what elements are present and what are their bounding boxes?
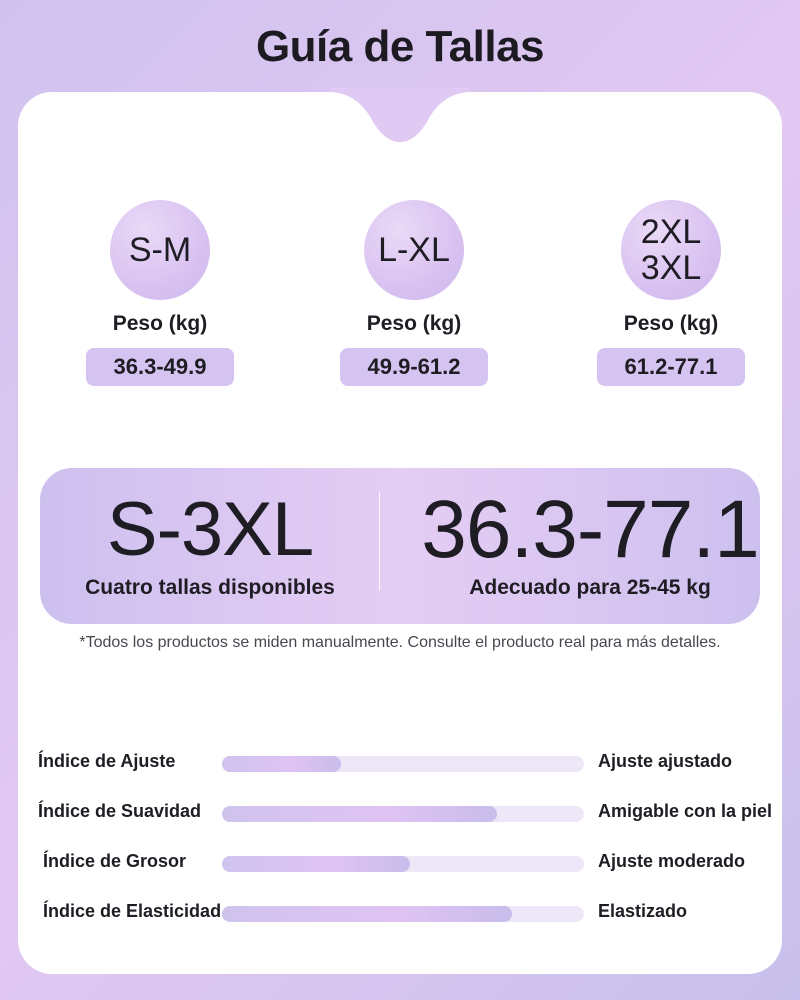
- index-bar-track: [222, 806, 584, 822]
- weight-label: Peso (kg): [366, 312, 462, 335]
- index-value: Amigable con la piel: [598, 801, 773, 821]
- size-circle: S-M: [110, 200, 210, 300]
- summary-weight-range: 36.3-77.1: [421, 484, 760, 575]
- measurement-note: *Todos los productos se miden manualment…: [79, 634, 721, 651]
- notch-overlay: [330, 88, 470, 142]
- summary-weights: 36.3-77.1 Adecuado para 25-45 kg: [420, 468, 760, 624]
- size-name: S-M: [128, 231, 192, 269]
- weight-label: Peso (kg): [623, 312, 719, 335]
- summary-divider: [379, 492, 380, 590]
- weight-range-badge: 61.2-77.1: [597, 348, 745, 386]
- size-column-2xl-3xl: 2XL 3XL Peso (kg) 61.2-77.1: [581, 200, 761, 386]
- index-bar-fill: [222, 806, 498, 822]
- size-column-l-xl: L-XL Peso (kg) 49.9-61.2: [324, 200, 504, 386]
- index-row-elasticity: Índice de Elasticidad Elastizado: [0, 897, 800, 927]
- weight-range-badge: 36.3-49.9: [86, 348, 234, 386]
- size-name-line2: 3XL: [640, 249, 702, 287]
- size-column-s-m: S-M Peso (kg) 36.3-49.9: [70, 200, 250, 386]
- weight-label: Peso (kg): [112, 312, 208, 335]
- size-name: L-XL: [378, 231, 450, 269]
- index-bar-track: [222, 756, 584, 772]
- index-value: Ajuste ajustado: [598, 751, 733, 771]
- size-name-line1: 2XL: [640, 213, 702, 251]
- index-bar-track: [222, 906, 584, 922]
- size-circle: L-XL: [364, 200, 464, 300]
- index-row-fit: Índice de Ajuste Ajuste ajustado: [0, 747, 800, 777]
- page-title: Guía de Tallas: [255, 22, 545, 71]
- size-circle: 2XL 3XL: [621, 200, 721, 300]
- index-bar-fill: [222, 756, 342, 772]
- index-label: Índice de Suavidad: [38, 801, 202, 821]
- summary-sizes: S-3XL Cuatro tallas disponibles: [40, 468, 380, 624]
- index-row-softness: Índice de Suavidad Amigable con la piel: [0, 797, 800, 827]
- index-bar-fill: [222, 856, 411, 872]
- summary-banner: S-3XL Cuatro tallas disponibles 36.3-77.…: [40, 468, 760, 624]
- weight-range-badge: 49.9-61.2: [340, 348, 488, 386]
- index-label: Índice de Elasticidad: [43, 901, 222, 921]
- index-label: Índice de Ajuste: [38, 751, 176, 771]
- index-label: Índice de Grosor: [43, 851, 187, 871]
- index-value: Elastizado: [598, 901, 688, 921]
- summary-weight-caption: Adecuado para 25-45 kg: [469, 576, 711, 599]
- summary-size-caption: Cuatro tallas disponibles: [85, 576, 335, 599]
- index-bar-fill: [222, 906, 512, 922]
- summary-size-range: S-3XL: [106, 487, 314, 572]
- index-bar-track: [222, 856, 584, 872]
- index-value: Ajuste moderado: [598, 851, 746, 871]
- index-row-thickness: Índice de Grosor Ajuste moderado: [0, 847, 800, 877]
